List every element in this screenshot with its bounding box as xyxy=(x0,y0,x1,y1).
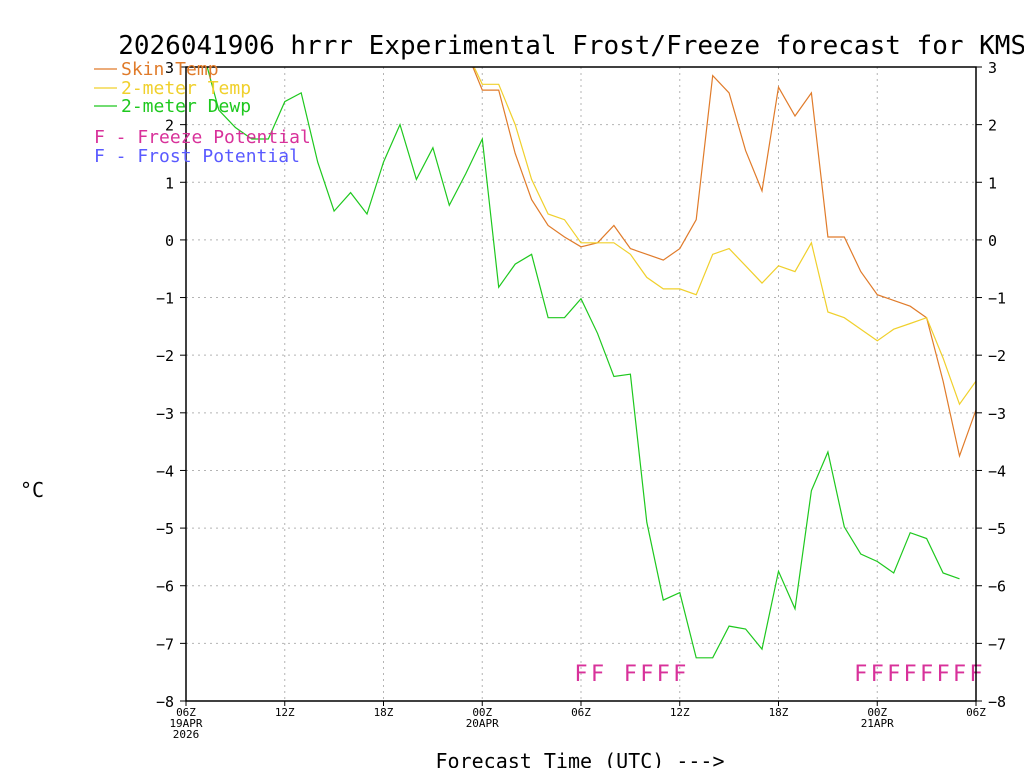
legend-item: F - Freeze Potential xyxy=(94,127,311,148)
series-line-skin-temp xyxy=(472,67,976,459)
x-tick-label: 00Z xyxy=(867,706,887,719)
freeze-flag: F xyxy=(854,662,867,687)
y-tick-label-right: −6 xyxy=(988,578,1006,596)
x-tick-label: 06Z xyxy=(966,706,986,719)
y-tick-label: −4 xyxy=(156,462,174,480)
chart-title: 2026041906 hrrr Experimental Frost/Freez… xyxy=(118,31,1024,61)
x-tick-label: 00Z xyxy=(472,706,492,719)
legend-item: Skin Temp xyxy=(121,59,219,80)
y-tick-label-right: −2 xyxy=(988,347,1006,365)
freeze-flag: F xyxy=(920,662,933,687)
freeze-flag: F xyxy=(640,662,653,687)
y-tick-label-right: 2 xyxy=(988,117,997,135)
y-tick-label-right: −7 xyxy=(988,635,1006,653)
y-tick-label-right: −3 xyxy=(988,405,1006,423)
freeze-flag: F xyxy=(953,662,966,687)
y-tick-label: −8 xyxy=(156,693,174,711)
y-tick-label-right: 1 xyxy=(988,174,997,192)
x-tick-label: 18Z xyxy=(769,706,789,719)
y-tick-label: −3 xyxy=(156,405,174,423)
freeze-flag: F xyxy=(871,662,884,687)
freeze-flag: F xyxy=(591,662,604,687)
freeze-flag: F xyxy=(904,662,917,687)
y-tick-label: −6 xyxy=(156,578,174,596)
series-line-2-meter-dewp xyxy=(206,67,960,659)
freeze-flag: F xyxy=(574,662,587,687)
x-tick-label: 06Z xyxy=(571,706,591,719)
x-tick-label: 06Z xyxy=(176,706,196,719)
y-tick-label: −7 xyxy=(156,635,174,653)
freeze-flag: F xyxy=(936,662,949,687)
y-tick-label-right: −1 xyxy=(988,290,1006,308)
x-tick-label: 18Z xyxy=(374,706,394,719)
x-tick-label: 2026 xyxy=(173,728,200,741)
y-tick-label: 0 xyxy=(165,232,174,250)
x-tick-label: 20APR xyxy=(466,717,499,730)
freeze-flag: F xyxy=(887,662,900,687)
y-tick-label-right: −8 xyxy=(988,693,1006,711)
y-tick-label-right: 0 xyxy=(988,232,997,250)
axes: −8 −8 −7 −7 −6 −6 −5 −5 −4 −4 −3 −3 −2 −2 −1 −1 0 0 1 1 2 2 3 3… xyxy=(156,59,1006,741)
y-tick-label: −2 xyxy=(156,347,174,365)
plot-frame xyxy=(185,66,977,702)
freeze-flag: F xyxy=(624,662,637,687)
y-tick-label-right: −5 xyxy=(988,520,1006,538)
y-tick-label: 1 xyxy=(165,174,174,192)
y-tick-label-right: 3 xyxy=(988,59,997,77)
series-line-2-meter-temp xyxy=(473,67,976,406)
legend-item: 2-meter Dewp xyxy=(121,96,251,117)
y-tick-label: 2 xyxy=(165,117,174,135)
series-lines xyxy=(206,67,976,659)
legend-item: F - Frost Potential xyxy=(94,146,300,167)
y-axis-label: °C xyxy=(20,478,44,502)
freeze-flag: F xyxy=(673,662,686,687)
y-tick-label: 3 xyxy=(165,59,174,77)
x-tick-label: 21APR xyxy=(861,717,894,730)
y-tick-label: −5 xyxy=(156,520,174,538)
x-tick-label: 19APR xyxy=(169,717,202,730)
y-tick-label: −1 xyxy=(156,290,174,308)
freeze-flag: F xyxy=(657,662,670,687)
x-axis-label: Forecast Time (UTC) ---> xyxy=(436,749,725,768)
x-tick-label: 12Z xyxy=(670,706,690,719)
x-tick-label: 12Z xyxy=(275,706,295,719)
y-tick-label-right: −4 xyxy=(988,462,1006,480)
legend-item: 2-meter Temp xyxy=(121,78,251,99)
grid xyxy=(186,67,976,701)
